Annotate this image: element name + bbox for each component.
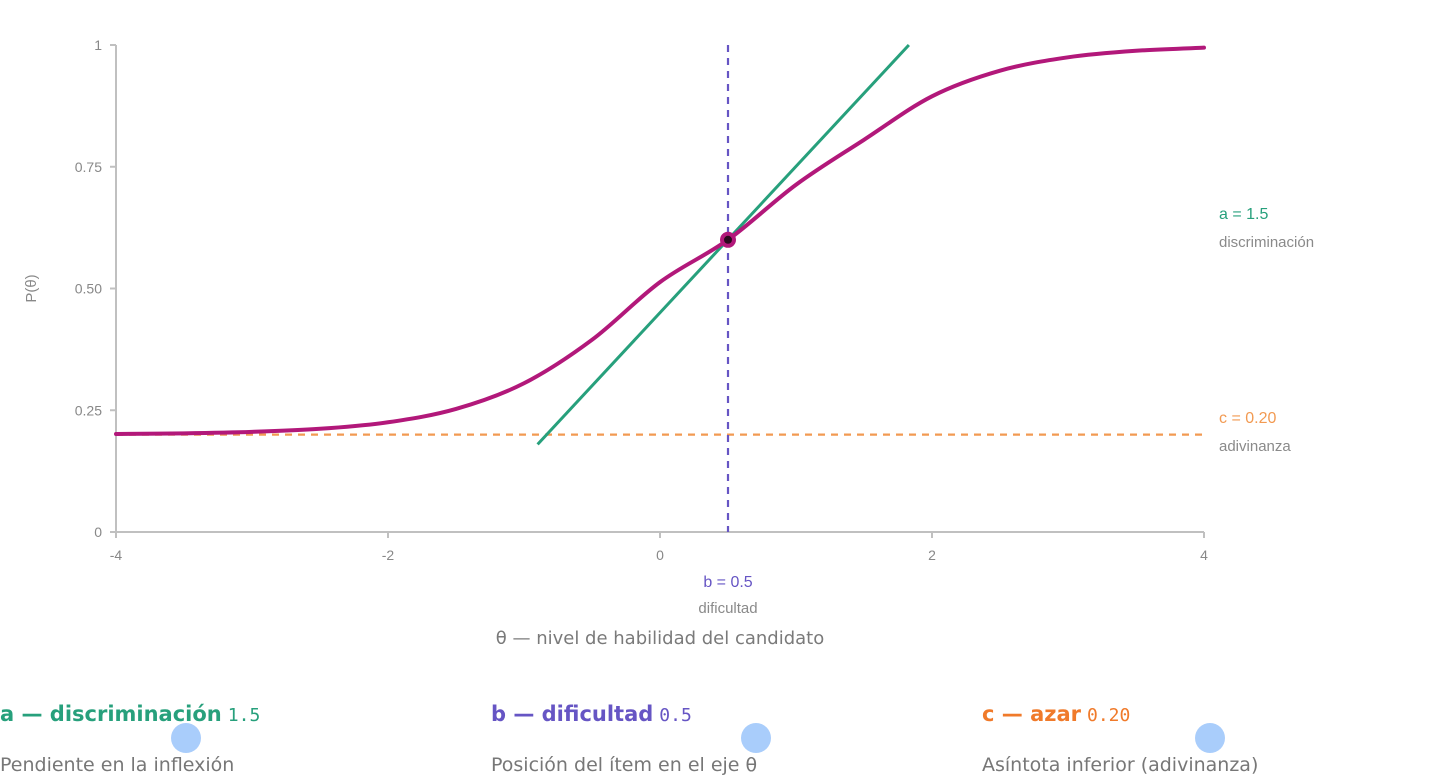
y-tick-label: 0.75 <box>75 159 102 175</box>
control-a-title: a — discriminación <box>0 702 222 726</box>
annotation-b-sublabel: dificultad <box>698 600 757 617</box>
guides <box>116 43 1204 532</box>
x-tick-label: 4 <box>1200 547 1208 563</box>
control-b-header: b — dificultad 0.5 <box>491 700 911 730</box>
annotation-a-sublabel: discriminación <box>1219 234 1314 251</box>
x-tick-label: 2 <box>928 547 936 563</box>
y-tick-label: 0.50 <box>75 281 102 297</box>
control-c-value: 0.20 <box>1087 705 1131 726</box>
control-c-header: c — azar 0.20 <box>982 700 1402 730</box>
curve-layer <box>114 45 1206 437</box>
control-a-description: Pendiente en la inflexión <box>0 754 235 776</box>
control-c-title: c — azar <box>982 702 1081 726</box>
control-b: b — dificultad 0.5 Posición del ítem en e… <box>491 700 911 780</box>
control-a: a — discriminación 1.5 Pendiente en la in… <box>0 700 420 780</box>
x-tick-label: -4 <box>110 547 123 563</box>
control-a-header: a — discriminación 1.5 <box>0 700 420 730</box>
b-slider-thumb[interactable] <box>741 723 771 753</box>
x-axis-title: θ — nivel de habilidad del candidato <box>495 628 825 649</box>
icc-curve <box>114 45 1206 437</box>
y-tick-label: 1 <box>94 37 102 53</box>
y-tick-label: 0.25 <box>75 402 102 418</box>
y-tick-label: 0 <box>94 524 102 540</box>
annotation-b-label: b = 0.5 <box>703 574 752 591</box>
control-b-value: 0.5 <box>659 705 692 726</box>
axes: 0 0.25 0.50 0.75 1 -4 -2 0 2 4 P(θ) <box>23 37 1208 563</box>
icc-chart: 0 0.25 0.50 0.75 1 -4 -2 0 2 4 P(θ) a = 1.5 discrim… <box>23 37 1314 617</box>
annotation-a-label: a = 1.5 <box>1219 206 1268 223</box>
annotation-c-sublabel: adivinanza <box>1219 438 1291 455</box>
inflection-point-center <box>724 235 732 244</box>
x-tick-label: -2 <box>382 547 395 563</box>
control-c-description: Asíntota inferior (adivinanza) <box>982 754 1259 776</box>
control-a-value: 1.5 <box>227 705 261 726</box>
c-slider-thumb[interactable] <box>1195 723 1225 753</box>
y-axis-title: P(θ) <box>23 274 40 302</box>
annotations: a = 1.5 discriminación c = 0.20 adivinanza b… <box>698 206 1314 617</box>
x-tick-label: 0 <box>656 547 664 563</box>
control-b-title: b — dificultad <box>491 702 654 726</box>
control-b-description: Posición del ítem en el eje θ <box>491 754 758 776</box>
a-slider-thumb[interactable] <box>171 723 201 753</box>
annotation-c-label: c = 0.20 <box>1219 410 1276 427</box>
control-c: c — azar 0.20 Asíntota inferior (adivinan… <box>982 700 1402 780</box>
